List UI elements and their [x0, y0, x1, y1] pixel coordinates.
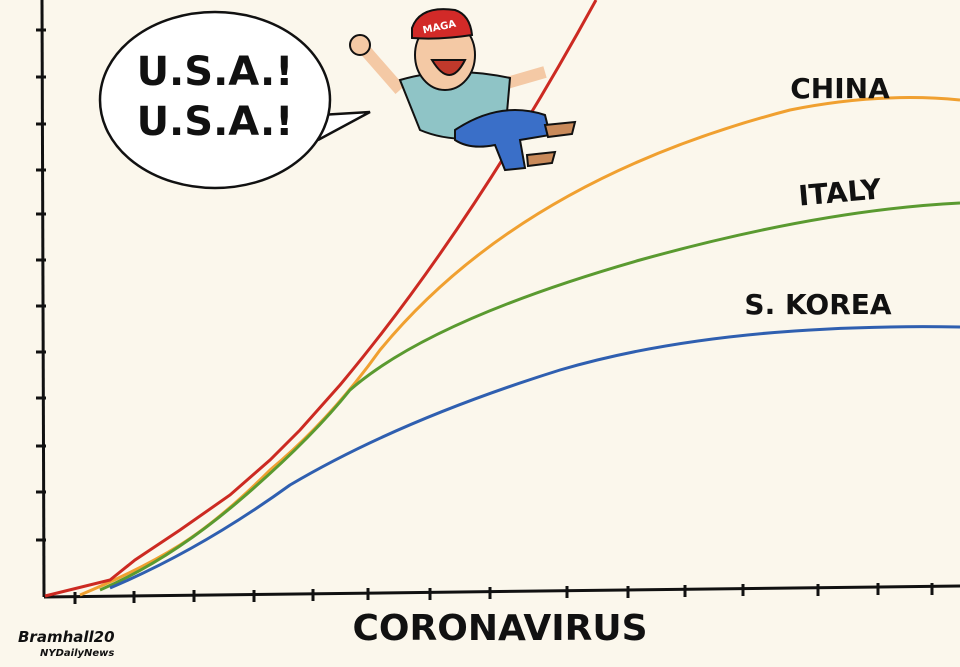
bubble — [98, 10, 332, 190]
signature-artist: Bramhall20 — [18, 628, 115, 646]
curves — [44, 0, 960, 598]
bubble-line: U.S.A.! — [137, 49, 294, 95]
y-axis — [40, 0, 46, 598]
arm — [360, 46, 405, 94]
fist — [349, 34, 371, 56]
y-ticks — [36, 28, 46, 542]
s-korea-curve — [109, 325, 960, 590]
italy-curve — [99, 201, 960, 592]
jeans — [454, 109, 552, 172]
x-ticks — [73, 583, 934, 604]
signature-publication: NYDailyNews — [40, 648, 114, 659]
axis-label: CORONAVIRUS — [352, 608, 647, 649]
usa-curve — [44, 0, 598, 598]
bubble-tail — [317, 110, 371, 142]
axes — [36, 0, 960, 604]
line-label: CHINA — [790, 72, 890, 105]
mouth — [430, 59, 467, 76]
boot — [525, 150, 557, 168]
hat — [411, 8, 474, 40]
bubble-line: U.S.A.! — [137, 99, 294, 145]
figure: MAGA — [349, 8, 577, 172]
x-axis — [43, 584, 960, 599]
line-label: ITALY — [797, 172, 883, 212]
line-label: S. KOREA — [744, 288, 891, 321]
speech-bubble: U.S.A.! U.S.A.! — [98, 10, 371, 190]
boot — [543, 120, 577, 139]
